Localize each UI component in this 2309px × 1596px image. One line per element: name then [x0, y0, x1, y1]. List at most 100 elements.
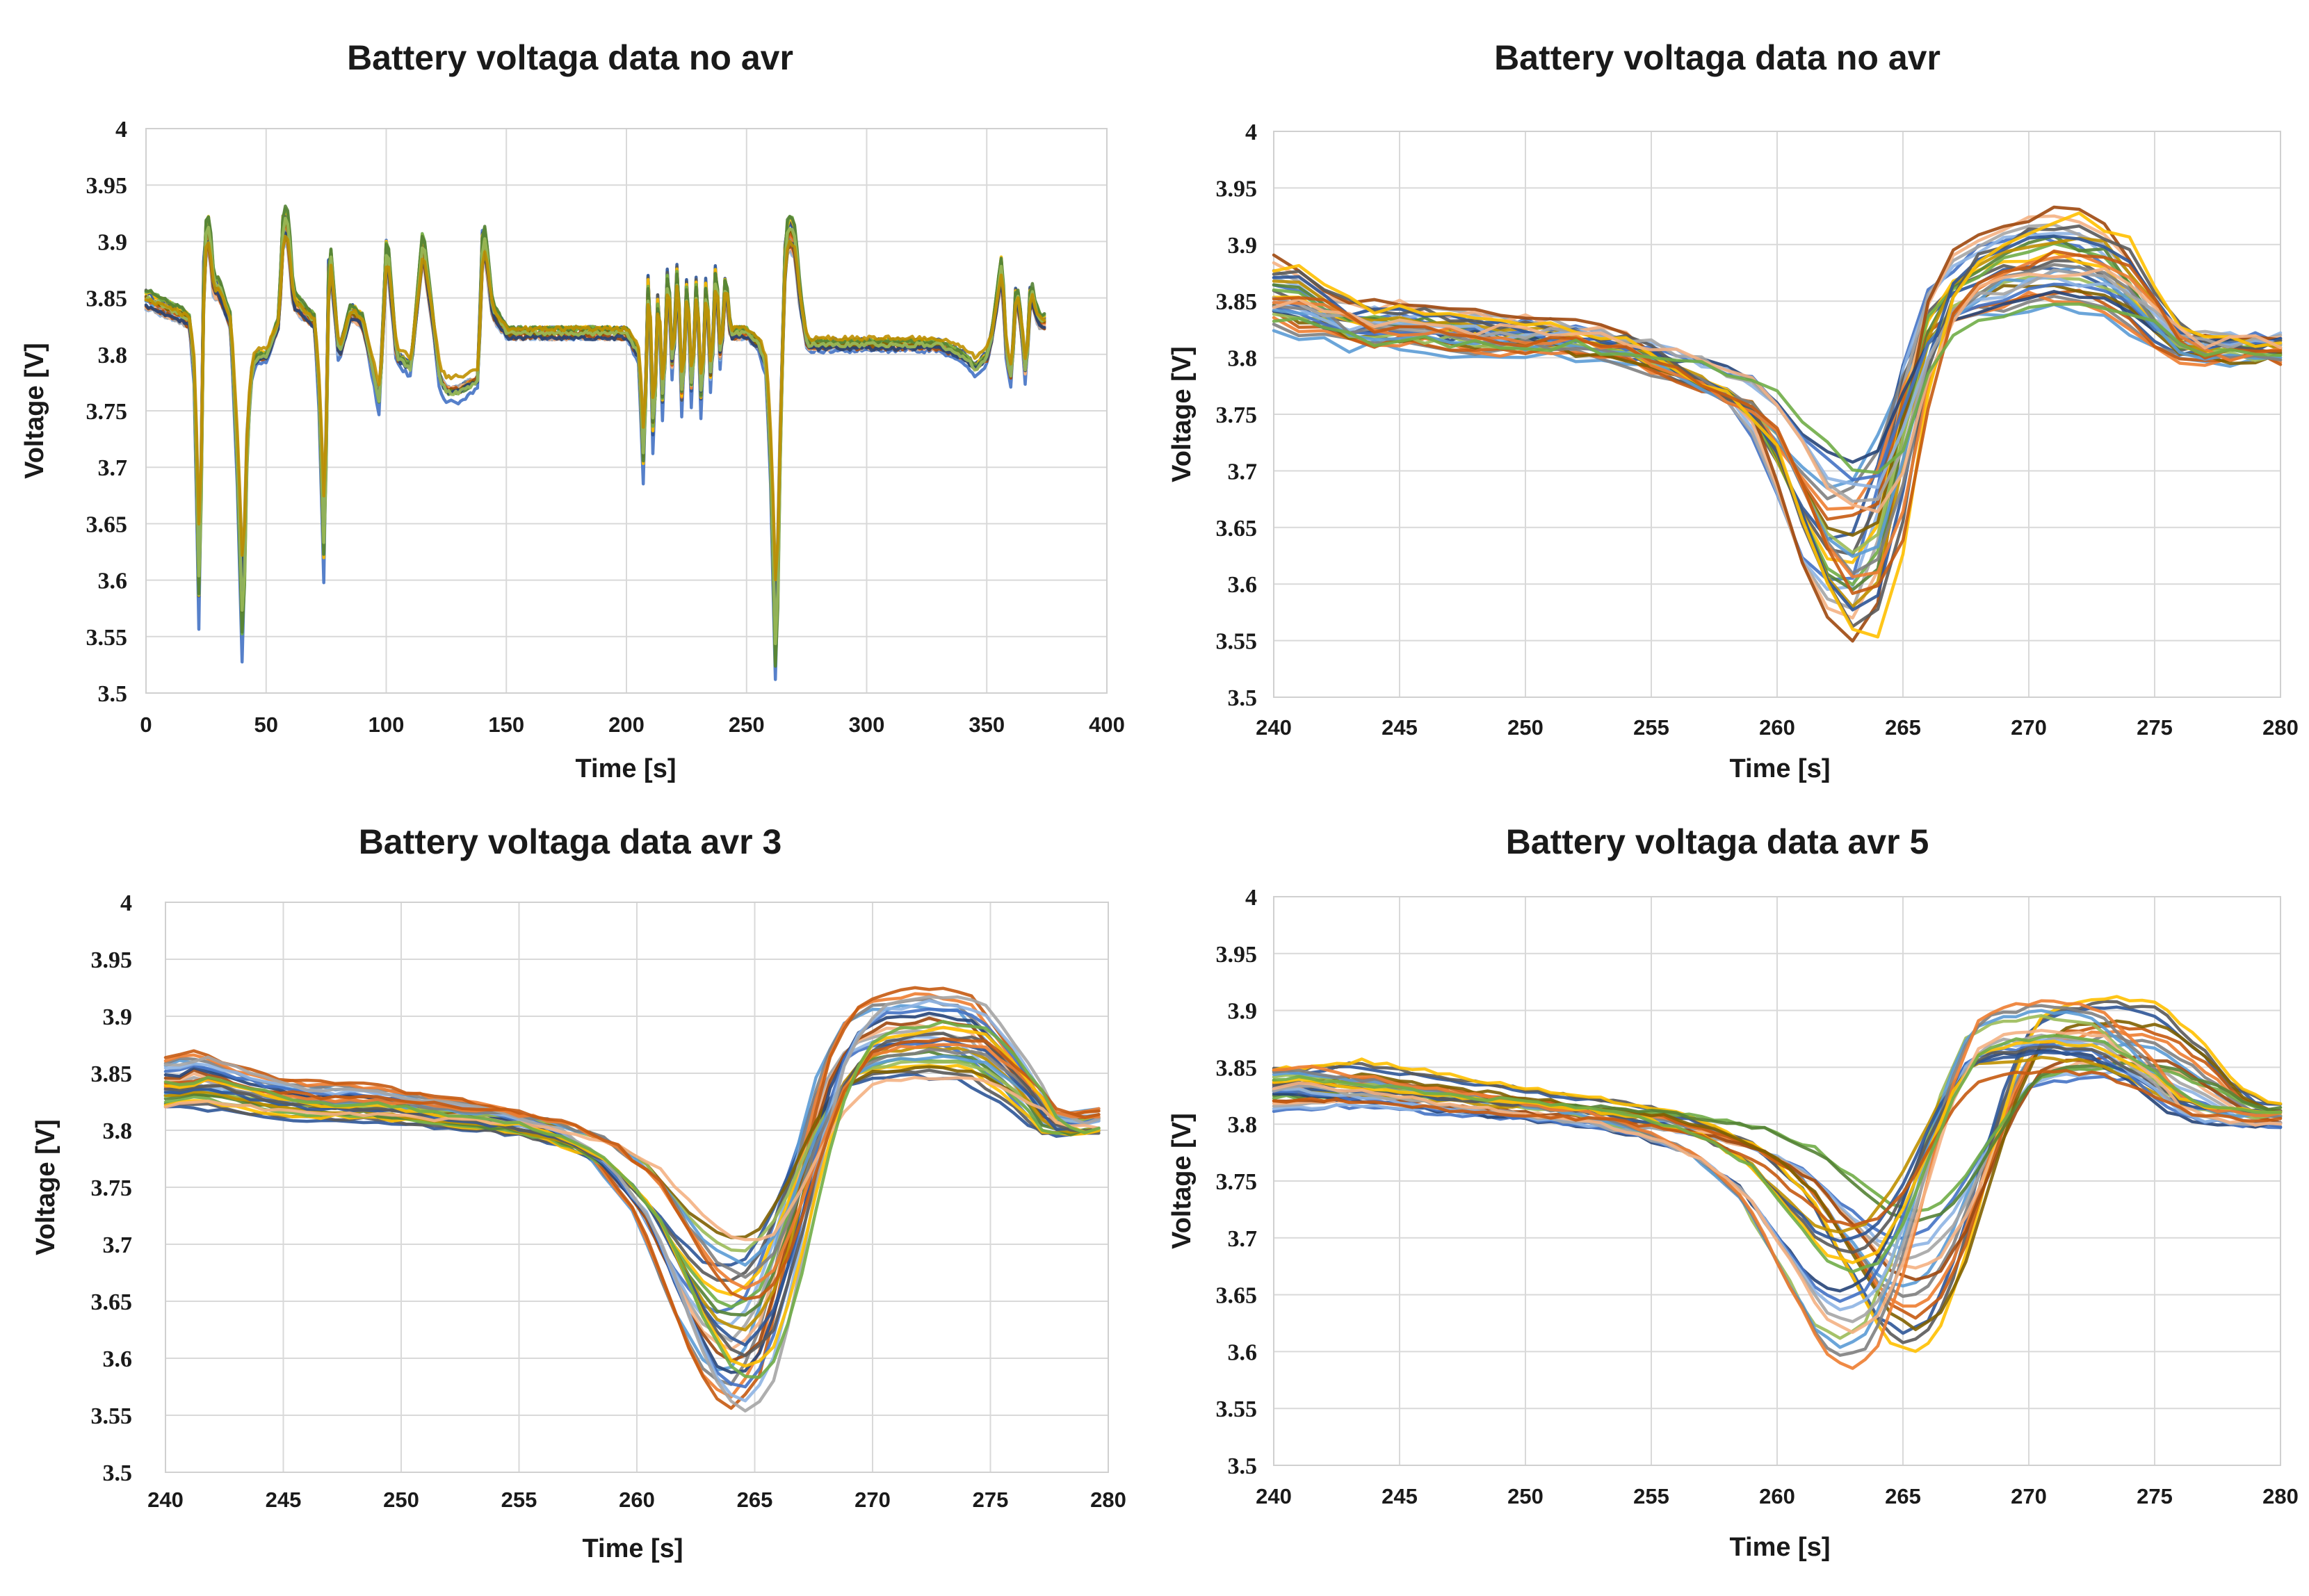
- x-tick-label: 265: [737, 1488, 773, 1512]
- y-tick-label: 3.9: [1228, 233, 1258, 259]
- voltage-series-line: [1272, 1068, 2283, 1228]
- y-tick-label: 3.75: [91, 1175, 133, 1201]
- series-group: [163, 986, 1101, 1413]
- y-tick-label: 3.95: [1216, 942, 1258, 968]
- x-tick-label: 350: [969, 712, 1005, 737]
- voltage-series-line: [1272, 205, 2283, 643]
- y-tick-label: 3.85: [1216, 1055, 1258, 1081]
- x-tick-label: 250: [1507, 715, 1544, 740]
- x-tick-label: 270: [2011, 715, 2047, 740]
- voltage-series-line: [163, 1075, 1101, 1241]
- chart-svg-1: Battery voltaga data no avr 3.5 3.55 3.6 3.6…: [20, 38, 1125, 783]
- x-tick-label: 280: [2262, 1484, 2299, 1508]
- y-tick-label: 3.8: [1228, 346, 1258, 372]
- x-tick-label: 275: [2137, 715, 2173, 740]
- series-group: [1272, 995, 2283, 1370]
- x-tick-label: 255: [1633, 715, 1669, 740]
- plot-area: [145, 128, 1108, 694]
- x-tick-label: 255: [1633, 1484, 1669, 1508]
- y-tick-label: 4: [1245, 120, 1257, 145]
- y-tick-label: 3.55: [86, 625, 128, 651]
- x-tick-label: 250: [1507, 1484, 1544, 1508]
- x-tick-label: 245: [266, 1488, 302, 1512]
- x-tick-label: 200: [608, 712, 645, 737]
- x-tick-label: 250: [729, 712, 765, 737]
- y-tick-label: 3.7: [98, 455, 128, 481]
- y-tick-label: 3.55: [1216, 629, 1258, 655]
- x-tick-label: 250: [383, 1488, 419, 1512]
- voltage-series-line: [144, 231, 1046, 617]
- chart-title: Battery voltaga data no avr: [1494, 38, 1941, 77]
- chart-title: Battery voltaga data no avr: [347, 38, 793, 77]
- y-tick-label: 3.9: [103, 1004, 133, 1030]
- x-tick-label: 260: [619, 1488, 655, 1512]
- x-tick-label: 50: [254, 712, 278, 737]
- y-tick-label: 4: [120, 890, 132, 916]
- y-tick-label: 3.85: [91, 1061, 133, 1087]
- x-tick-label: 245: [1382, 1484, 1418, 1508]
- voltage-series-line: [1272, 1000, 2283, 1344]
- x-tick-label: 0: [140, 712, 152, 737]
- y-tick-label: 3.75: [86, 399, 128, 425]
- y-tick-label: 3.5: [1228, 685, 1258, 711]
- y-tick-label: 3.5: [103, 1460, 133, 1486]
- series-group: [144, 204, 1046, 681]
- voltage-series-line: [163, 995, 1101, 1413]
- y-tick-label: 3.9: [1228, 999, 1258, 1025]
- x-tick-label: 245: [1382, 715, 1418, 740]
- voltage-series-line: [144, 234, 1046, 582]
- x-tick-label: 255: [501, 1488, 537, 1512]
- y-tick-label: 3.7: [1228, 459, 1258, 484]
- y-tick-label: 3.95: [91, 947, 133, 973]
- y-tick-label: 4: [1245, 885, 1257, 911]
- y-tick-label: 3.6: [98, 569, 128, 594]
- voltage-series-line: [1272, 249, 2283, 595]
- chart-svg-3: Battery voltaga data avr 3 3.5 3.55 3.6 3.65…: [31, 822, 1126, 1563]
- voltage-series-line: [1272, 1045, 2283, 1255]
- voltage-series-line: [1272, 211, 2283, 639]
- y-tick-label: 3.5: [98, 681, 128, 707]
- x-tick-label: 260: [1759, 1484, 1795, 1508]
- x-tick-label: 400: [1089, 712, 1125, 737]
- y-tick-label: 3.65: [86, 512, 128, 537]
- y-tick-label: 3.7: [1228, 1226, 1258, 1252]
- x-axis-label: Time [s]: [582, 1534, 683, 1563]
- x-tick-label: 300: [849, 712, 885, 737]
- y-tick-label: 3.85: [1216, 289, 1258, 315]
- series-group: [1272, 205, 2283, 643]
- x-tick-label: 150: [488, 712, 524, 737]
- y-tick-label: 3.65: [1216, 516, 1258, 542]
- voltage-series-line: [1272, 302, 2283, 475]
- x-tick-label: 270: [2011, 1484, 2047, 1508]
- voltage-series-line: [163, 1036, 1101, 1301]
- y-tick-label: 3.6: [103, 1346, 133, 1372]
- x-axis-label: Time [s]: [1729, 1533, 1830, 1562]
- chart-panel-1: Battery voltaga data no avr 3.5 3.55 3.6 3.6…: [0, 0, 1147, 798]
- y-axis-label: Voltage [V]: [1167, 1113, 1197, 1249]
- x-tick-label: 265: [1885, 1484, 1921, 1508]
- y-axis-label: Voltage [V]: [31, 1119, 60, 1255]
- voltage-series-line: [1272, 1029, 2283, 1334]
- y-tick-label: 3.9: [98, 229, 128, 255]
- x-tick-label: 100: [368, 712, 405, 737]
- chart-title: Battery voltaga data avr 3: [359, 822, 782, 861]
- y-tick-label: 3.6: [1228, 572, 1258, 598]
- y-tick-label: 3.7: [103, 1232, 133, 1258]
- y-axis-label: Voltage [V]: [20, 343, 49, 479]
- y-axis-label: Voltage [V]: [1167, 346, 1197, 482]
- x-axis-label: Time [s]: [575, 754, 676, 783]
- chart-title: Battery voltaga data avr 5: [1506, 822, 1929, 861]
- y-tick-label: 3.85: [86, 286, 128, 312]
- x-tick-label: 275: [2137, 1484, 2173, 1508]
- y-tick-label: 3.95: [86, 173, 128, 199]
- voltage-series-line: [1272, 267, 2283, 514]
- voltage-series-line: [1272, 999, 2283, 1370]
- x-tick-label: 240: [1256, 715, 1292, 740]
- voltage-series-line: [163, 986, 1101, 1410]
- y-tick-label: 3.8: [1228, 1112, 1258, 1138]
- y-tick-label: 3.8: [98, 343, 128, 368]
- y-tick-label: 3.65: [91, 1289, 133, 1315]
- chart-panel-2: Battery voltaga data no avr 3.5 3.55 3.6 3.6…: [1147, 0, 2309, 798]
- x-axis-label: Time [s]: [1729, 754, 1830, 783]
- y-tick-label: 3.5: [1228, 1454, 1258, 1479]
